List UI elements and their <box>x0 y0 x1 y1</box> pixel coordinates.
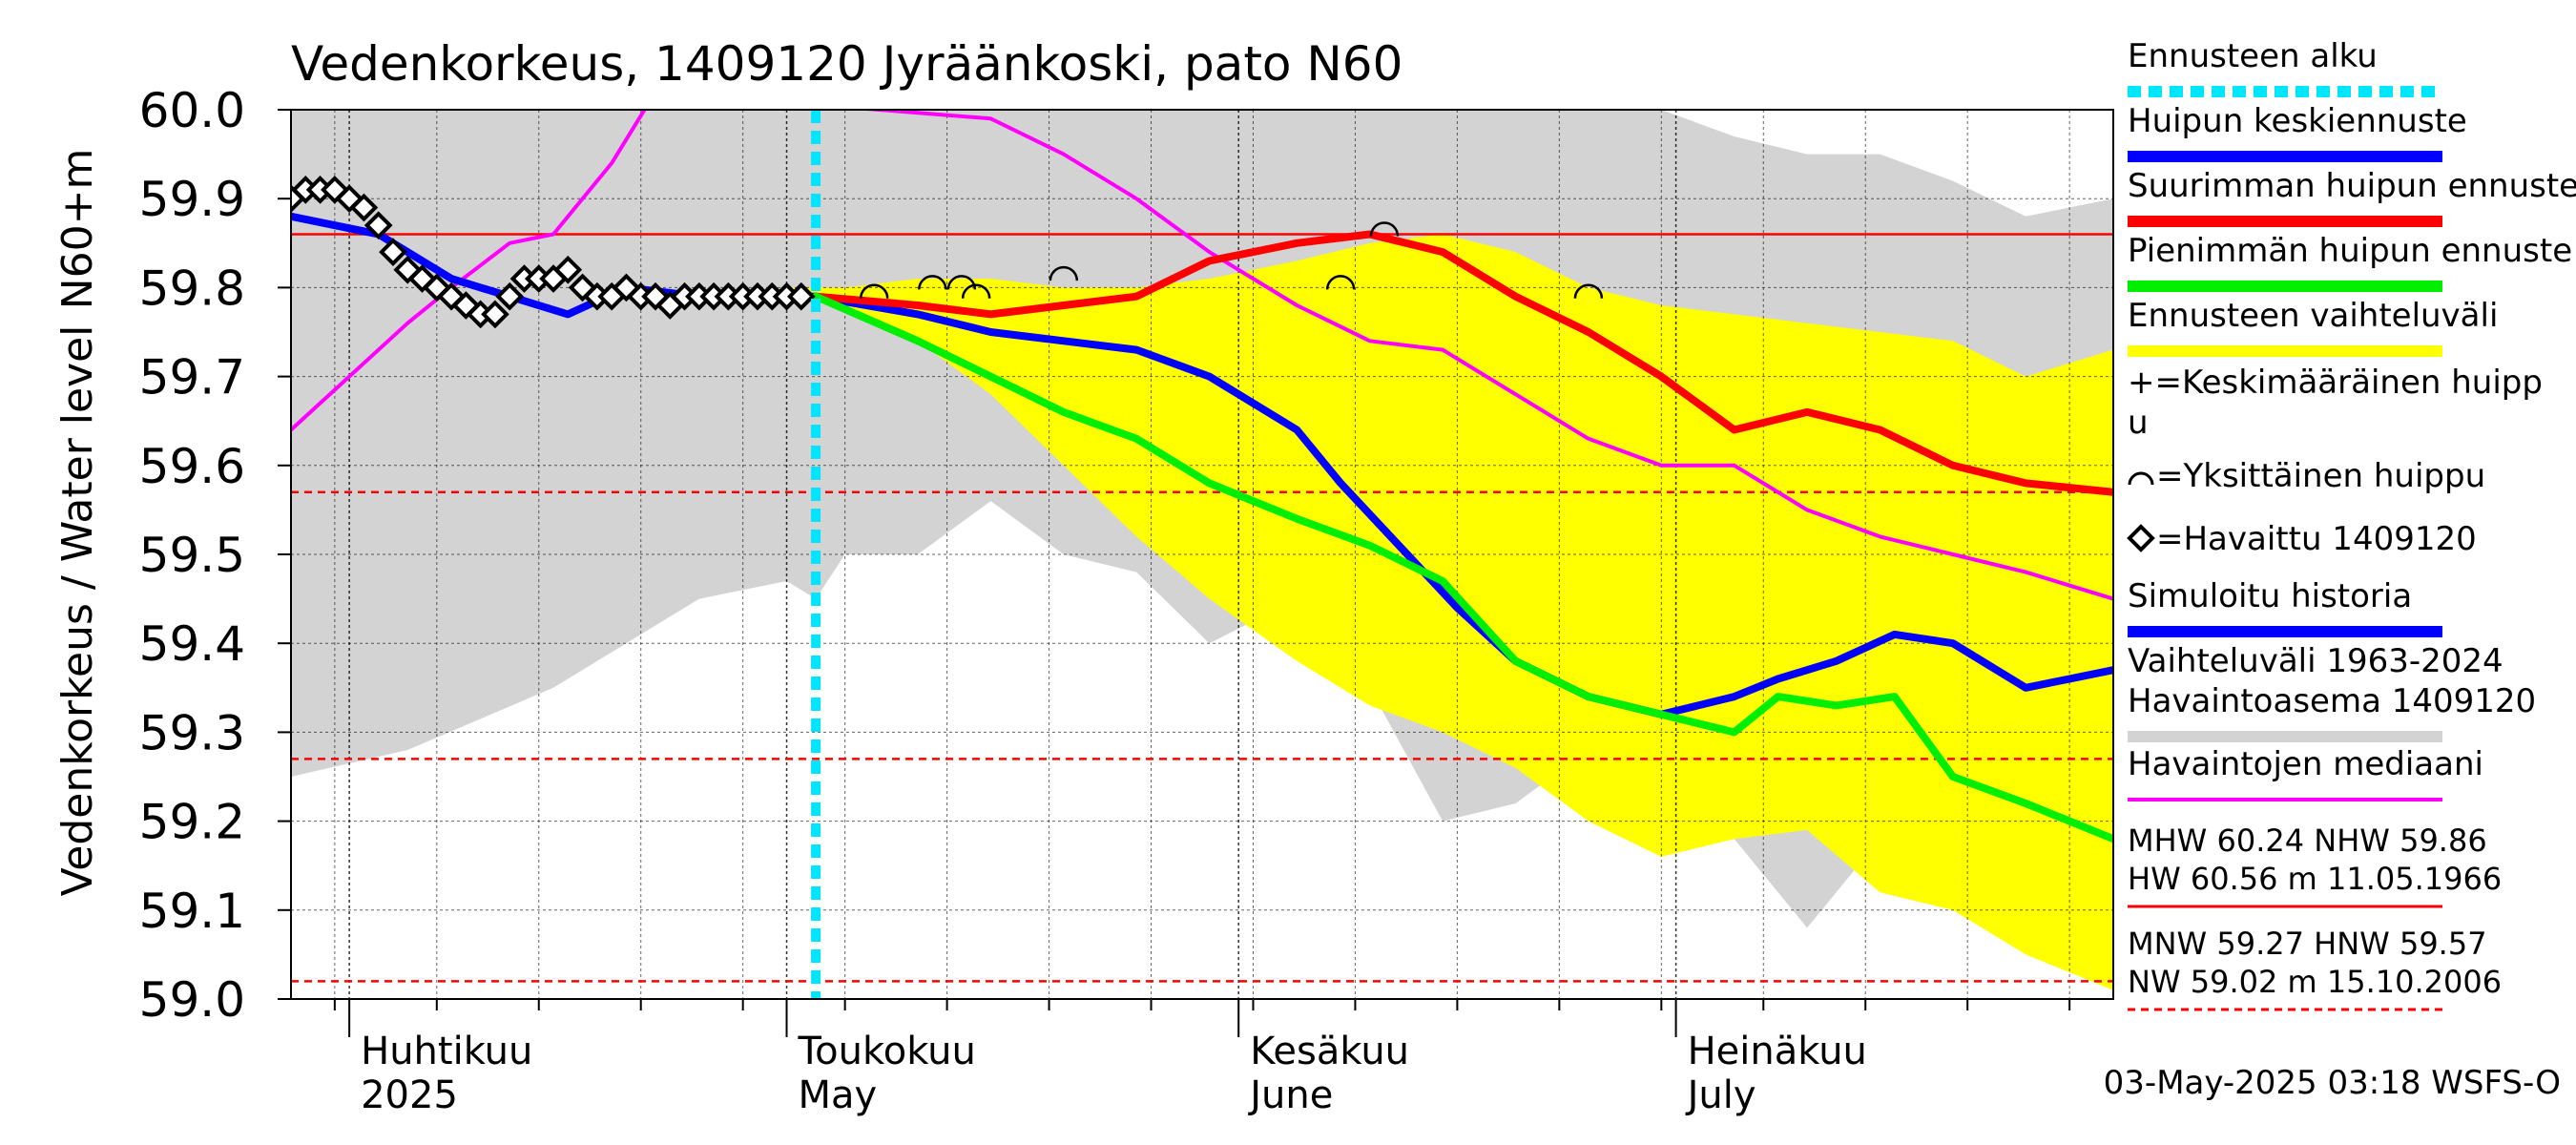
legend-havaintojen-mediaani: Havaintojen mediaani <box>2128 745 2483 783</box>
observed-marker <box>364 211 393 239</box>
single-peak-marker <box>859 283 889 299</box>
observed-marker <box>481 300 509 329</box>
observed-marker <box>495 281 525 311</box>
y-tick-label: 60.0 <box>139 83 245 138</box>
observed-marker <box>379 238 407 266</box>
y-tick-label: 59.2 <box>139 795 245 850</box>
series-havaintojen-mediaani <box>291 110 2113 601</box>
y-tick-label: 59.3 <box>139 705 245 760</box>
y-tick-label: 59.8 <box>139 260 245 316</box>
legend-suurimman-huipun-ennuste: Suurimman huipun ennuste <box>2128 167 2576 205</box>
chart-title: Vedenkorkeus, 1409120 Jyräänkoski, pato … <box>291 36 1402 92</box>
x-month-label-en: May <box>799 1073 878 1117</box>
legend-ennusteen-alku: Ennusteen alku <box>2128 37 2378 75</box>
plot-area <box>291 110 2113 999</box>
y-tick-label: 59.5 <box>139 528 245 583</box>
observed-marker <box>786 281 816 311</box>
x-month-label-en: 2025 <box>361 1073 458 1117</box>
series-suurimman-huipun-ennuste <box>812 230 2113 496</box>
legend: Ennusteen alku Huipun keskiennuste Suurimm… <box>2127 37 2576 1011</box>
legend-huipun-keskiennuste: Huipun keskiennuste <box>2128 102 2467 140</box>
stats-text: MNW 59.27 HNW 59.57 <box>2128 926 2487 962</box>
forecast-range-band <box>786 234 2113 990</box>
stats-text: MHW 60.24 NHW 59.86 <box>2128 822 2487 859</box>
single-peak-marker <box>1573 283 1604 299</box>
legend-keskim-r-inen-huipp: +=Keskimääräinen huipp <box>2128 364 2543 402</box>
legend-diamond-icon <box>2127 524 2155 552</box>
y-axis-title: Vedenkorkeus / Water level <box>53 325 102 897</box>
single-peak-marker <box>1049 265 1079 281</box>
legend-havaittu-1409120: =Havaittu 1409120 <box>2156 520 2477 558</box>
y-tick-label: 59.1 <box>139 884 245 939</box>
observed-marker <box>553 255 583 284</box>
single-peak-marker <box>918 275 947 290</box>
stats-text: NW 59.02 m 15.10.2006 <box>2128 964 2502 1000</box>
y-tick-label: 59.0 <box>139 972 245 1028</box>
y-tick-label: 59.7 <box>139 350 245 406</box>
x-month-label-fi: Heinäkuu <box>1688 1030 1867 1073</box>
legend-ennusteen-vaihteluv-li: Ennusteen vaihteluväli <box>2128 297 2498 335</box>
x-month-label-fi: Toukokuu <box>798 1030 976 1073</box>
legend-vaihteluv-li-1963-2024-cont: Havaintoasema 1409120 <box>2128 682 2536 720</box>
series-pienimm-n-huipun-ennuste <box>812 292 2113 843</box>
y-tick-label: 59.9 <box>139 172 245 227</box>
single-peak-marker <box>961 283 991 299</box>
y-tick-label: 59.6 <box>139 439 245 494</box>
legend-keskim-r-inen-huipp-cont: u <box>2128 404 2149 442</box>
single-peak-marker <box>1369 221 1400 237</box>
y-axis-unit: N60+m <box>53 149 102 310</box>
x-month-label-fi: Huhtikuu <box>361 1030 532 1073</box>
x-month-label-fi: Kesäkuu <box>1250 1030 1409 1073</box>
single-peak-marker <box>1325 275 1356 290</box>
y-tick-label: 59.4 <box>139 616 245 672</box>
legend-vaihteluv-li-1963-2024: Vaihteluväli 1963-2024 <box>2128 642 2503 680</box>
footer-timestamp: 03-May-2025 03:18 WSFS-O <box>2104 1064 2561 1102</box>
plot-content <box>291 110 2113 999</box>
x-month-label-en: July <box>1685 1073 1756 1117</box>
axes: 60.0 59.9 59.8 59.7 59.6 59.5 59.4 59.3 59.2 59.1… <box>139 83 2114 1117</box>
legend-simuloitu-historia: Simuloitu historia <box>2128 577 2412 615</box>
legend-pienimm-n-huipun-ennuste: Pienimmän huipun ennuste <box>2128 232 2572 270</box>
legend-arc-icon <box>2128 471 2154 486</box>
legend-yksitt-inen-huippu: =Yksittäinen huippu <box>2156 457 2485 495</box>
stats-text: HW 60.56 m 11.05.1966 <box>2128 861 2502 897</box>
observed-marker <box>349 193 379 222</box>
x-month-label-en: June <box>1247 1073 1333 1117</box>
